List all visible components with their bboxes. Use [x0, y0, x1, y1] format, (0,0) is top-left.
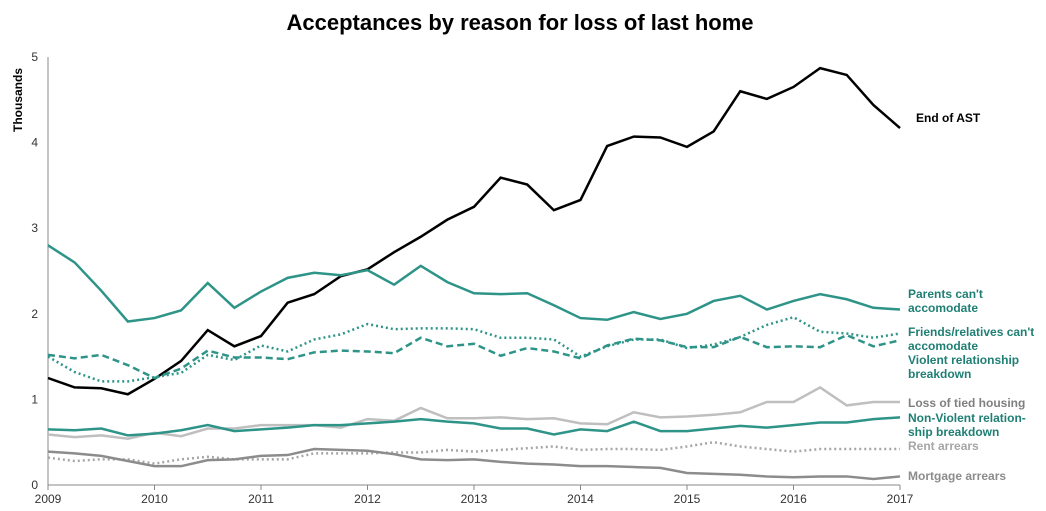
series-line [47, 416, 901, 437]
x-tick-label: 2009 [35, 492, 62, 506]
legend-label: Loss of tied housing [908, 396, 1025, 410]
legend-label: Parents can't accomodate [908, 287, 983, 315]
y-tick-label: 2 [31, 307, 38, 321]
legend-label: Mortgage arrears [908, 469, 1006, 483]
series-line [47, 447, 901, 481]
chart-title: Acceptances by reason for loss of last h… [286, 10, 753, 35]
x-tick-label: 2017 [887, 492, 914, 506]
legend-label: Friends/relatives can't accomodate [908, 325, 1034, 353]
y-tick-label: 4 [31, 136, 38, 150]
series-line [47, 315, 901, 383]
series-line [47, 244, 901, 323]
series-line [47, 333, 901, 380]
legend-label: Non-Violent relation-ship breakdown [908, 411, 1026, 439]
x-tick-label: 2015 [674, 492, 701, 506]
y-tick-label: 3 [31, 221, 38, 235]
legend-label: Rent arrears [908, 439, 979, 453]
x-tick-label: 2012 [354, 492, 381, 506]
y-tick-label: 5 [31, 50, 38, 64]
x-tick-label: 2014 [567, 492, 594, 506]
y-axis-label: Thousands [11, 68, 25, 132]
x-tick-label: 2013 [461, 492, 488, 506]
x-tick-label: 2010 [141, 492, 168, 506]
series-line [47, 385, 900, 441]
x-tick-label: 2016 [780, 492, 807, 506]
y-tick-label: 0 [31, 478, 38, 492]
series-line [47, 66, 901, 396]
legend-label: Violent relationship breakdown [908, 353, 1019, 381]
legend-label: End of AST [916, 111, 981, 125]
y-tick-label: 1 [31, 392, 38, 406]
x-tick-label: 2011 [248, 492, 274, 506]
